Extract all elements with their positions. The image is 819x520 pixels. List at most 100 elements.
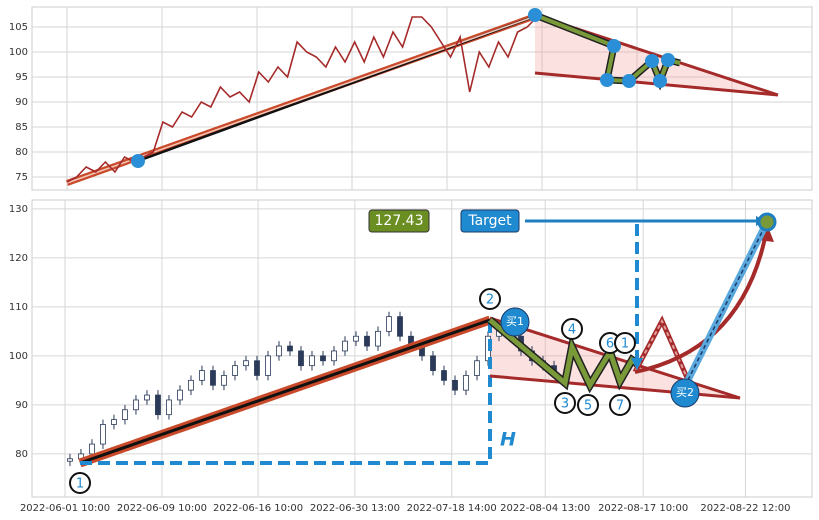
- y-tick-label: 85: [15, 122, 28, 133]
- x-tick-label: 2022-08-22 12:00: [700, 503, 790, 514]
- candle-body: [452, 379, 458, 391]
- buy-marker: [670, 378, 700, 408]
- point-circle: [577, 394, 599, 416]
- candle-body: [276, 345, 282, 357]
- point-label: 7: [616, 399, 624, 414]
- candle-body: [111, 419, 117, 425]
- candle-body: [254, 360, 260, 376]
- candle-body: [177, 389, 183, 401]
- candle-body: [144, 394, 150, 401]
- y-tick-label: 105: [9, 22, 28, 33]
- pivot-dot: [661, 53, 675, 67]
- buy-marker: [500, 307, 530, 337]
- target-label: Target: [467, 213, 512, 229]
- candle-body: [210, 370, 216, 386]
- trend-line-inner: [79, 318, 491, 465]
- target-box: [460, 209, 520, 233]
- y-tick-label: 90: [15, 97, 28, 108]
- projection-inner: [634, 318, 689, 381]
- x-tick-label: 2022-06-09 10:00: [117, 503, 207, 514]
- candle-body: [243, 360, 249, 367]
- y-tick-label: 100: [9, 47, 28, 58]
- point-label: 1: [621, 337, 629, 352]
- candle-body: [265, 355, 271, 376]
- target-dot: [757, 212, 777, 232]
- price-box: [368, 209, 430, 233]
- pivot-dot: [600, 73, 614, 87]
- candle-body: [353, 335, 359, 342]
- y-tick-label: 130: [9, 204, 28, 215]
- x-tick-label: 2022-08-04 13:00: [500, 503, 590, 514]
- pivot-dot: [645, 54, 659, 68]
- point-label: 6: [606, 337, 614, 352]
- candle-body: [474, 360, 480, 376]
- candle-body: [441, 370, 447, 381]
- candle-body: [100, 424, 106, 445]
- candle-body: [133, 399, 139, 411]
- trend-line-thin: [66, 16, 534, 184]
- y-tick-label: 110: [9, 302, 28, 313]
- target-dash-head: [631, 358, 643, 370]
- candle-body: [221, 375, 227, 386]
- pivot-dot: [528, 8, 542, 22]
- x-tick-label: 2022-06-30 13:00: [310, 503, 400, 514]
- buy-label: 买2: [676, 386, 694, 399]
- candle-body: [67, 458, 73, 462]
- target-price: 127.43: [375, 213, 424, 229]
- candle-body: [89, 443, 95, 455]
- height-label: H: [500, 429, 516, 451]
- candle-body: [155, 394, 161, 416]
- pivot-dot: [131, 154, 145, 168]
- candle-body: [342, 340, 348, 352]
- y-tick-label: 120: [9, 253, 28, 264]
- y-tick-label: 80: [15, 449, 28, 460]
- pivot-dot: [653, 74, 667, 88]
- y-tick-label: 75: [15, 172, 28, 183]
- candle-body: [364, 335, 370, 347]
- breakout-arrow-inner: [687, 227, 765, 381]
- point-label: 4: [568, 323, 576, 338]
- candle-body: [375, 330, 381, 347]
- candle-body: [320, 355, 326, 362]
- pivot-dot: [622, 74, 636, 88]
- pivot-dot: [607, 39, 621, 53]
- y-tick-label: 90: [15, 400, 28, 411]
- x-tick-label: 2022-06-16 10:00: [213, 503, 303, 514]
- buy-label: 买1: [506, 315, 524, 328]
- y-tick-label: 100: [9, 351, 28, 362]
- point-circle: [614, 332, 636, 354]
- candle-body: [232, 365, 238, 376]
- x-tick-label: 2022-06-01 10:00: [20, 503, 110, 514]
- candle-body: [463, 375, 469, 391]
- point-circle: [479, 288, 501, 310]
- x-tick-label: 2022-07-18 14:00: [407, 503, 497, 514]
- candle-body: [386, 316, 392, 332]
- point-circle: [554, 392, 576, 414]
- candle-body: [122, 409, 128, 420]
- curved-arrow: [634, 237, 767, 374]
- point-circle: [561, 318, 583, 340]
- point-circle: [69, 472, 91, 494]
- candle-body: [331, 350, 337, 362]
- x-tick-label: 2022-08-17 10:00: [598, 503, 688, 514]
- candle-body: [287, 345, 293, 352]
- candle-body: [199, 370, 205, 381]
- height-dash: [80, 320, 492, 465]
- point-circle: [609, 394, 631, 416]
- candle-body: [188, 379, 194, 391]
- price-line: [66, 16, 538, 183]
- point-label: 2: [486, 293, 494, 308]
- top-vgrid: [66, 7, 733, 190]
- point-label: 1: [76, 477, 84, 492]
- candle-body: [298, 350, 304, 367]
- point-label: 3: [561, 397, 569, 412]
- candle-body: [309, 355, 315, 367]
- candle-body: [430, 355, 436, 371]
- point-label: 5: [584, 399, 592, 414]
- candle-body: [397, 316, 403, 337]
- candle-body: [166, 399, 172, 416]
- top-panel: [31, 6, 813, 191]
- zigzag-fill: [488, 318, 642, 391]
- y-tick-label: 80: [15, 147, 28, 158]
